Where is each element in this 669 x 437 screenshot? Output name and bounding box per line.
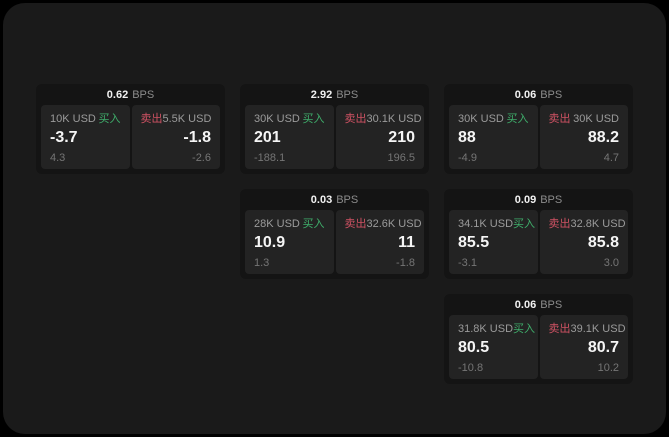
buy-side-label: 买入 [513,218,536,230]
spread-bps-value: 0.06 [514,298,537,311]
spread-header: 0.06 BPS [444,84,633,105]
spread-bps-value: 0.09 [514,193,537,206]
sell-side-label: 卖出 [548,113,571,125]
sell-size-label: 32.6K USD [366,218,422,230]
buy-cell[interactable]: 34.1K USD 买入 85.5 -3.1 [449,210,538,274]
spread-card-4: 0.03 BPS 28K USD 买入 10.9 1.3 卖出 32.6K US… [240,189,429,279]
sell-delta: -2.6 [192,152,211,164]
spread-card-2: 2.92 BPS 30K USD 买入 201 -188.1 卖出 30.1K … [240,84,429,174]
spread-header: 0.09 BPS [444,189,633,210]
quotes-panel: 0.62 BPS 10K USD 买入 -3.7 4.3 卖出 5.5K USD [3,3,666,434]
buy-delta: -4.9 [458,152,477,164]
quote-body: 31.8K USD 买入 80.5 -10.8 卖出 39.1K USD 80.… [444,315,633,384]
buy-size-label: 30K USD [458,113,504,125]
spread-bps-value: 2.92 [310,88,333,101]
spread-header: 2.92 BPS [240,84,429,105]
buy-delta: -3.1 [458,257,477,269]
bps-unit-label: BPS [132,88,155,101]
buy-cell[interactable]: 31.8K USD 买入 80.5 -10.8 [449,315,538,379]
sell-side-label: 卖出 [344,218,367,230]
buy-delta: 1.3 [254,257,270,269]
sell-cell[interactable]: 卖出 39.1K USD 80.7 10.2 [539,315,628,379]
buy-price: 85.5 [458,234,490,251]
sell-delta: 196.5 [387,152,415,164]
sell-price: 85.8 [587,234,619,251]
sell-side-label: 卖出 [140,113,163,125]
buy-price: -3.7 [50,129,78,146]
buy-size-label: 10K USD [50,113,96,125]
buy-size-label: 28K USD [254,218,300,230]
buy-cell[interactable]: 30K USD 买入 201 -188.1 [245,105,334,169]
quote-body: 30K USD 买入 201 -188.1 卖出 30.1K USD 210 1… [240,105,429,174]
spread-card-6: 0.06 BPS 31.8K USD 买入 80.5 -10.8 卖出 39.1… [444,294,633,384]
buy-cell[interactable]: 30K USD 买入 88 -4.9 [449,105,538,169]
bps-unit-label: BPS [336,88,359,101]
quote-body: 34.1K USD 买入 85.5 -3.1 卖出 32.8K USD 85.8… [444,210,633,279]
bps-unit-label: BPS [540,298,563,311]
sell-delta: 4.7 [603,152,619,164]
spread-card-1: 0.62 BPS 10K USD 买入 -3.7 4.3 卖出 5.5K USD [36,84,225,174]
sell-size-label: 30.1K USD [366,113,422,125]
sell-side-label: 卖出 [548,323,571,335]
buy-price: 88 [458,129,476,146]
buy-side-label: 买入 [98,113,121,125]
sell-size-label: 5.5K USD [162,113,212,125]
quote-body: 28K USD 买入 10.9 1.3 卖出 32.6K USD 11 -1.8 [240,210,429,279]
spread-header: 0.03 BPS [240,189,429,210]
buy-cell[interactable]: 10K USD 买入 -3.7 4.3 [41,105,130,169]
spread-card-5: 0.09 BPS 34.1K USD 买入 85.5 -3.1 卖出 32.8K… [444,189,633,279]
sell-price: 11 [398,234,415,251]
bps-unit-label: BPS [540,193,563,206]
buy-delta: -188.1 [254,152,286,164]
buy-delta: -10.8 [458,362,484,374]
buy-side-label: 买入 [513,323,536,335]
sell-delta: 3.0 [603,257,619,269]
spread-header: 0.62 BPS [36,84,225,105]
sell-price: 210 [388,129,415,146]
buy-size-label: 34.1K USD [458,218,514,230]
spread-header: 0.06 BPS [444,294,633,315]
sell-delta: -1.8 [396,257,415,269]
bps-unit-label: BPS [540,88,563,101]
buy-price: 10.9 [254,234,286,251]
buy-price: 80.5 [458,339,490,356]
sell-cell[interactable]: 卖出 32.6K USD 11 -1.8 [335,210,424,274]
spread-bps-value: 0.62 [106,88,129,101]
spread-card-3: 0.06 BPS 30K USD 买入 88 -4.9 卖出 30K USD [444,84,633,174]
sell-cell[interactable]: 卖出 30K USD 88.2 4.7 [539,105,628,169]
sell-size-label: 39.1K USD [570,323,626,335]
sell-cell[interactable]: 卖出 5.5K USD -1.8 -2.6 [131,105,220,169]
buy-size-label: 30K USD [254,113,300,125]
sell-price: 88.2 [587,129,619,146]
sell-cell[interactable]: 卖出 32.8K USD 85.8 3.0 [539,210,628,274]
buy-price: 201 [254,129,281,146]
spread-bps-value: 0.03 [310,193,333,206]
sell-side-label: 卖出 [548,218,571,230]
buy-side-label: 买入 [506,113,529,125]
sell-delta: 10.2 [597,362,619,374]
buy-delta: 4.3 [50,152,66,164]
sell-cell[interactable]: 卖出 30.1K USD 210 196.5 [335,105,424,169]
buy-size-label: 31.8K USD [458,323,514,335]
sell-price: 80.7 [587,339,619,356]
sell-size-label: 32.8K USD [570,218,626,230]
buy-side-label: 买入 [302,113,325,125]
buy-cell[interactable]: 28K USD 买入 10.9 1.3 [245,210,334,274]
buy-side-label: 买入 [302,218,325,230]
spread-bps-value: 0.06 [514,88,537,101]
sell-size-label: 30K USD [573,113,619,125]
quote-body: 30K USD 买入 88 -4.9 卖出 30K USD 88.2 4.7 [444,105,633,174]
quote-body: 10K USD 买入 -3.7 4.3 卖出 5.5K USD -1.8 -2.… [36,105,225,174]
bps-unit-label: BPS [336,193,359,206]
sell-side-label: 卖出 [344,113,367,125]
sell-price: -1.8 [183,129,211,146]
